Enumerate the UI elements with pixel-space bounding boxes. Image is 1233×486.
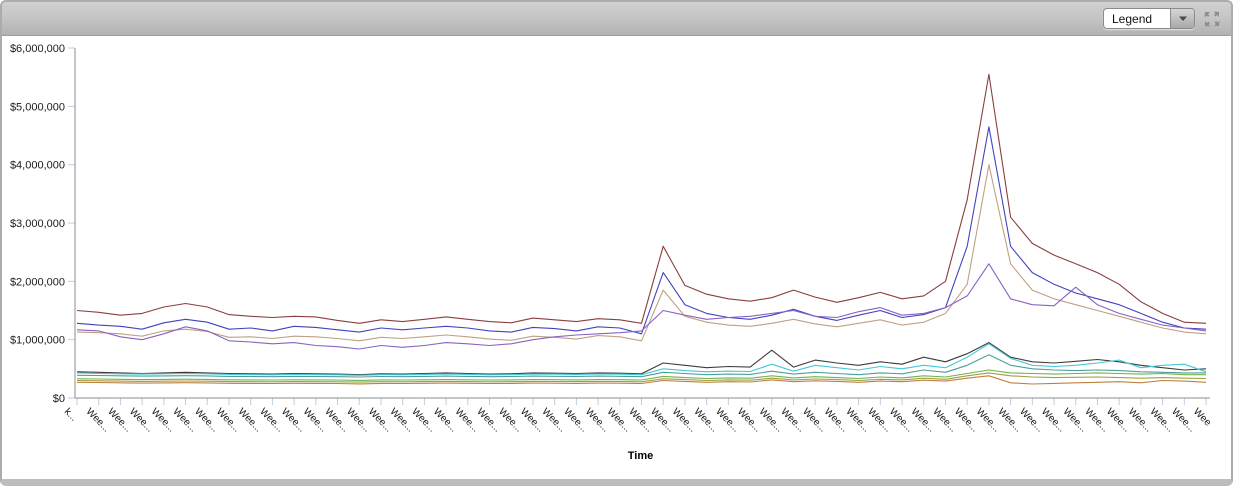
x-tick-label: Wee...	[692, 406, 720, 434]
x-tick-label: Wee...	[214, 406, 242, 434]
legend-dropdown-arrow-button[interactable]	[1170, 9, 1194, 28]
series-line-series-6	[76, 343, 1207, 376]
x-tick-label: Wee...	[887, 406, 915, 434]
x-tick-label: Wee...	[974, 406, 1002, 434]
x-tick-label: Wee...	[409, 406, 437, 434]
x-tick-label: Wee...	[605, 406, 633, 434]
y-tick-label: $1,000,000	[10, 335, 65, 347]
x-tick-label: Wee...	[496, 406, 524, 434]
line-chart[interactable]: $0 $1,000,000 $2,000,000 $3,000,000 $4,000,0…	[2, 36, 1231, 448]
y-tick-label: $4,000,000	[10, 160, 65, 172]
x-tick-label: Wee...	[170, 406, 198, 434]
x-tick-label: Wee...	[1061, 406, 1089, 434]
chart-area: $0 $1,000,000 $2,000,000 $3,000,000 $4,000,0…	[2, 36, 1231, 479]
legend-dropdown[interactable]: Legend	[1103, 8, 1195, 29]
series-line-series-1	[76, 73, 1207, 324]
y-tick-label: $6,000,000	[10, 43, 65, 55]
series-line-series-4	[76, 263, 1207, 350]
x-tick-label: Wee...	[322, 406, 350, 434]
series-line-series-5	[76, 342, 1207, 376]
series-line-series-3	[76, 164, 1207, 342]
expand-button[interactable]	[1203, 10, 1221, 28]
x-tick-label: Wee...	[453, 406, 481, 434]
x-tick-label: Wee...	[865, 406, 893, 434]
x-tick-label: Wee...	[822, 406, 850, 434]
x-tick-label: Wee...	[735, 406, 763, 434]
series-line-series-8	[76, 369, 1206, 381]
x-tick-label: Wee...	[1017, 406, 1045, 434]
x-tick-label: Wee...	[366, 406, 394, 434]
expand-arrows-icon	[1204, 11, 1220, 26]
x-tick-label: Wee...	[648, 406, 676, 434]
x-tick-label: Wee...	[626, 406, 654, 434]
x-tick-label: Wee...	[257, 406, 285, 434]
chevron-down-icon	[1178, 16, 1187, 21]
series-line-series-9	[76, 372, 1207, 383]
x-tick-label: Wee...	[1104, 406, 1132, 434]
y-tick-label: $2,000,000	[10, 276, 65, 288]
x-tick-label: Wee...	[540, 406, 568, 434]
series-line-series-2	[76, 126, 1207, 335]
y-tick-label: $3,000,000	[10, 218, 65, 230]
x-tick-label: Wee...	[909, 406, 937, 434]
x-tick-label: Wee...	[344, 406, 372, 434]
x-tick-label: Wee...	[778, 406, 806, 434]
x-axis-title: Time	[627, 450, 654, 462]
toolbar: Legend	[2, 2, 1231, 36]
x-tick-label: Wee...	[84, 406, 112, 434]
legend-dropdown-value: Legend	[1112, 12, 1153, 26]
x-tick-label: k...	[62, 406, 79, 423]
y-tick-label: $0	[53, 393, 65, 405]
series-line-series-7	[76, 354, 1206, 378]
x-tick-label: Wee...	[127, 406, 155, 434]
x-tick-label: Wee...	[1147, 406, 1175, 434]
x-tick-label: Wee...	[583, 406, 611, 434]
x-tick-label: Wee...	[930, 406, 958, 434]
series-line-series-10	[76, 375, 1207, 385]
x-tick-label: Wee...	[301, 406, 329, 434]
y-tick-label: $5,000,000	[10, 101, 65, 113]
x-tick-label: Wee...	[1169, 406, 1197, 434]
